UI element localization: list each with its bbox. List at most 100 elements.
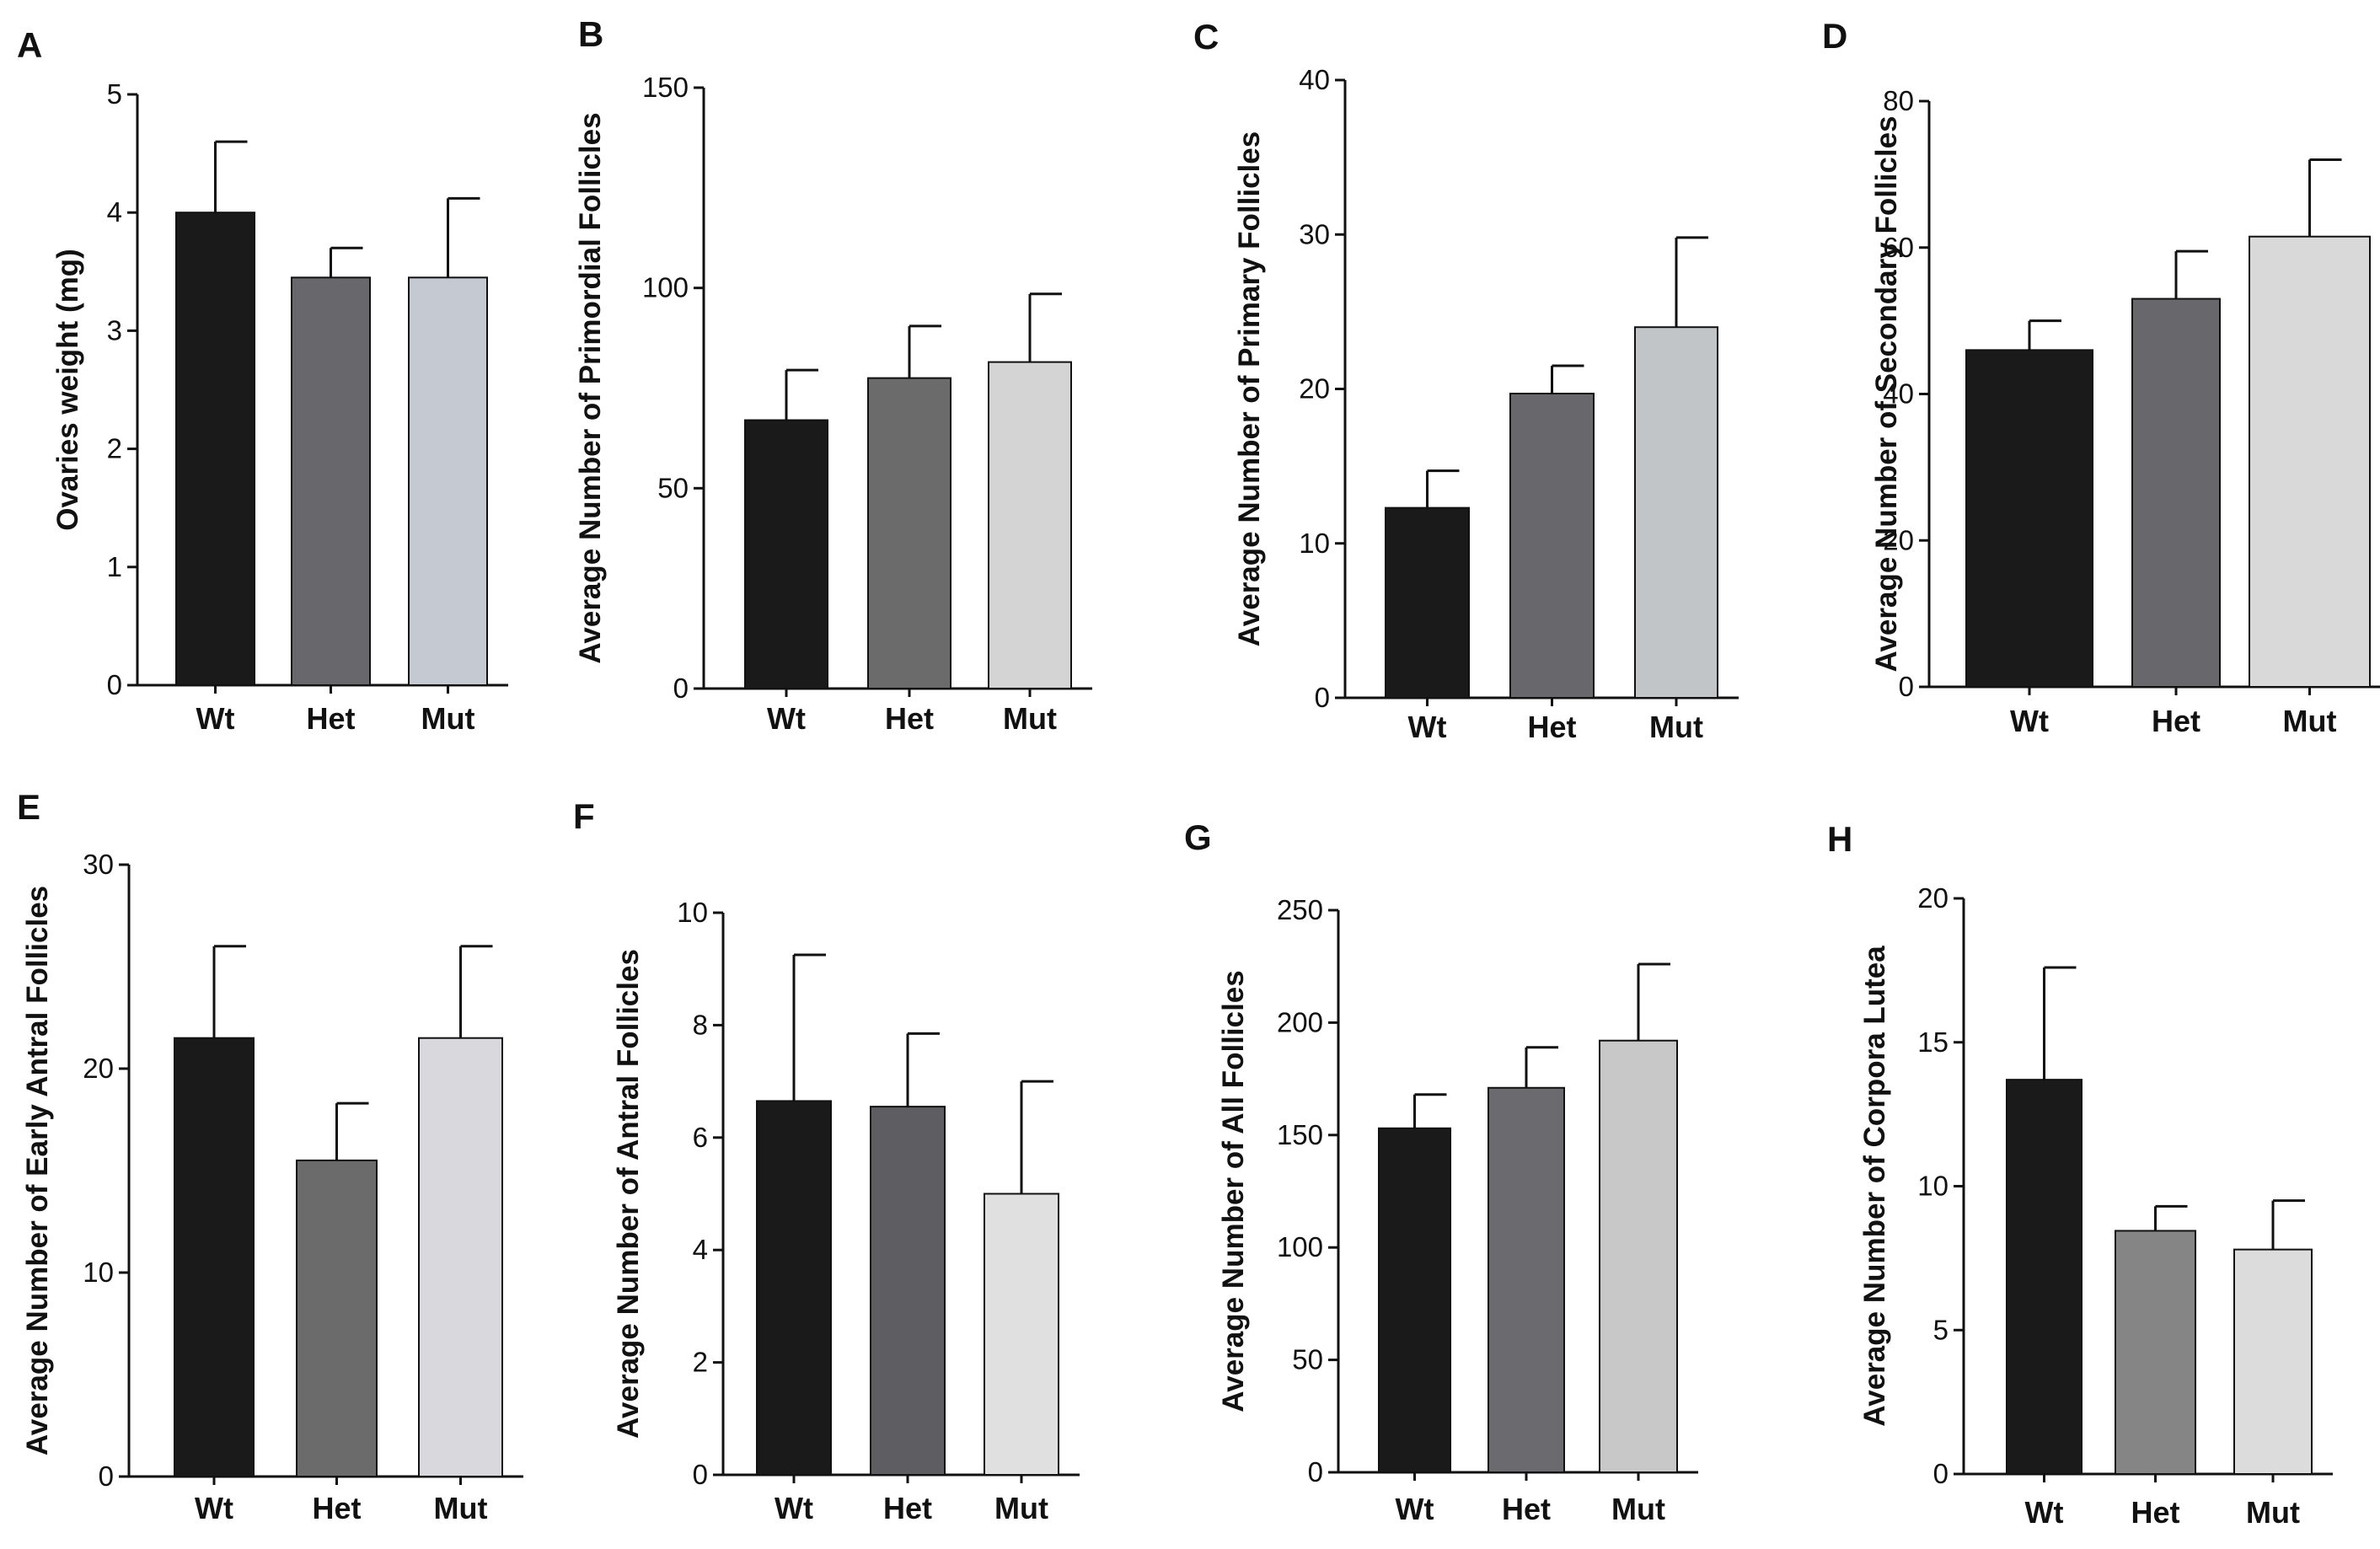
- error-bar-c-het: [1551, 364, 1584, 394]
- y-tick-label-a: 1: [107, 551, 122, 582]
- x-tick-label-b: Het: [885, 701, 934, 736]
- error-bar-d-het: [2174, 249, 2208, 299]
- error-bar-b-het: [908, 324, 941, 378]
- bar-d-mut: [2249, 235, 2371, 688]
- error-bar-e-het: [335, 1101, 369, 1160]
- y-tick-label-c: 40: [1299, 64, 1330, 95]
- bar-f-het: [870, 1106, 946, 1476]
- y-axis-title-g: Average Number of All Follicles: [1217, 970, 1250, 1412]
- error-bar-h-wt: [2043, 966, 2077, 1080]
- bar-h-mut: [2233, 1248, 2313, 1475]
- y-tick-label-h: 10: [1917, 1171, 1948, 1202]
- y-tick-label-d: 40: [1883, 378, 1914, 410]
- x-tick-label-b: Mut: [1003, 701, 1057, 736]
- error-bar-f-wt: [792, 953, 826, 1101]
- x-tick-label-a: Mut: [421, 701, 475, 736]
- panel-b: B 0 50 100 150 Wt Het Mut Average Number of Prim…: [574, 14, 1092, 736]
- bar-c-het: [1509, 392, 1595, 699]
- y-tick-label-f: 10: [677, 897, 708, 928]
- panel-letter-e: E: [17, 787, 40, 827]
- bar-a-mut: [408, 276, 488, 686]
- bar-h-het: [2115, 1230, 2196, 1475]
- y-tick-label-c: 0: [1315, 682, 1330, 713]
- x-tick-label-c: Wt: [1408, 710, 1447, 744]
- y-tick-label-g: 250: [1277, 894, 1323, 925]
- y-tick-label-d: 80: [1883, 85, 1914, 116]
- panel-letter-f: F: [573, 796, 595, 836]
- y-axis-title-f: Average Number of Antral Follicles: [612, 949, 645, 1439]
- panel-letter-g: G: [1184, 817, 1212, 857]
- error-bar-c-wt: [1426, 469, 1460, 508]
- error-bar-b-wt: [785, 368, 818, 421]
- error-bar-a-wt: [214, 140, 248, 213]
- bar-c-mut: [1634, 326, 1718, 699]
- y-tick-label-c: 10: [1299, 528, 1330, 559]
- y-tick-label-e: 30: [83, 849, 114, 880]
- bar-e-mut: [418, 1037, 503, 1477]
- error-bar-g-wt: [1413, 1093, 1447, 1128]
- bar-a-het: [291, 276, 371, 686]
- y-axis-title-b: Average Number of Primordial Follicles: [574, 112, 607, 663]
- bar-g-het: [1488, 1086, 1565, 1473]
- y-axis-title-e: Average Number of Early Antral Follicles: [21, 886, 54, 1455]
- x-tick-label-g: Mut: [1611, 1492, 1665, 1526]
- x-tick-label-e: Wt: [195, 1491, 233, 1525]
- error-bar-g-het: [1525, 1046, 1558, 1088]
- x-tick-label-d: Het: [2152, 704, 2200, 738]
- y-tick-label-e: 10: [83, 1257, 114, 1288]
- y-tick-label-d: 20: [1883, 524, 1914, 555]
- error-bar-e-wt: [212, 945, 246, 1038]
- x-tick-label-g: Het: [1502, 1492, 1551, 1526]
- error-bar-b-mut: [1028, 292, 1062, 362]
- y-tick-label-a: 2: [107, 433, 122, 464]
- x-tick-label-b: Wt: [767, 701, 806, 736]
- panel-letter-h: H: [1827, 819, 1852, 859]
- x-tick-label-d: Wt: [2010, 704, 2049, 738]
- error-bar-a-mut: [447, 196, 480, 278]
- panel-letter-d: D: [1822, 16, 1847, 56]
- panel-e: E 0 10 20 30 Wt Het Mut Average Number of Early …: [17, 787, 523, 1525]
- panel-c: C 0 10 20 30 40 Wt Het Mut Average Number of Prim…: [1193, 17, 1739, 744]
- x-tick-label-f: Mut: [994, 1491, 1048, 1525]
- y-tick-label-h: 20: [1917, 882, 1948, 914]
- bar-g-wt: [1378, 1127, 1451, 1474]
- y-tick-label-a: 3: [107, 314, 122, 346]
- bar-a-wt: [175, 212, 255, 686]
- y-tick-label-h: 0: [1933, 1458, 1948, 1489]
- x-tick-label-d: Mut: [2283, 704, 2337, 738]
- y-tick-label-c: 20: [1299, 373, 1330, 405]
- panel-g: G 0 50 100 150 200 250 Wt Het Mut Average Number o…: [1184, 817, 1698, 1526]
- bar-b-wt: [744, 419, 828, 689]
- y-tick-label-g: 50: [1292, 1344, 1323, 1375]
- y-tick-label-b: 100: [642, 272, 689, 303]
- error-bar-d-mut: [2308, 158, 2342, 237]
- y-tick-label-g: 100: [1277, 1231, 1323, 1262]
- bar-d-wt: [1965, 349, 2093, 688]
- bar-f-wt: [756, 1100, 832, 1476]
- x-tick-label-h: Mut: [2246, 1495, 2300, 1530]
- y-tick-label-e: 20: [83, 1053, 114, 1084]
- error-bar-h-mut: [2271, 1199, 2305, 1250]
- y-tick-label-h: 5: [1933, 1314, 1948, 1345]
- x-tick-label-a: Het: [306, 701, 355, 736]
- error-bar-c-mut: [1675, 236, 1708, 328]
- x-tick-label-f: Het: [883, 1491, 932, 1525]
- x-tick-label-e: Het: [312, 1491, 361, 1525]
- panel-a: A 0 1 2 3 4 5 Wt Het Mut Ovaries weight (mg): [17, 25, 508, 736]
- error-bar-f-mut: [1020, 1080, 1053, 1194]
- y-tick-label-f: 4: [693, 1234, 708, 1265]
- bar-g-mut: [1599, 1039, 1678, 1473]
- panel-h: H 0 5 10 15 20 Wt Het Mut Average Number of Corpo…: [1827, 819, 2333, 1530]
- y-tick-label-d: 0: [1899, 671, 1914, 702]
- x-tick-label-h: Wt: [2025, 1495, 2064, 1530]
- panel-f: F 0 2 4 6 8 10 Wt Het Mut Average Number of Antral…: [573, 796, 1080, 1525]
- y-tick-label-c: 30: [1299, 218, 1330, 249]
- y-tick-label-d: 60: [1883, 232, 1914, 263]
- panel-letter-c: C: [1193, 17, 1219, 56]
- y-tick-label-g: 200: [1277, 1006, 1323, 1037]
- y-axis-title-h: Average Number of Corpora Lutea: [1858, 946, 1891, 1427]
- bar-b-het: [867, 377, 951, 689]
- y-tick-label-a: 0: [107, 669, 122, 700]
- error-bar-e-mut: [459, 945, 493, 1038]
- x-tick-label-e: Mut: [434, 1491, 488, 1525]
